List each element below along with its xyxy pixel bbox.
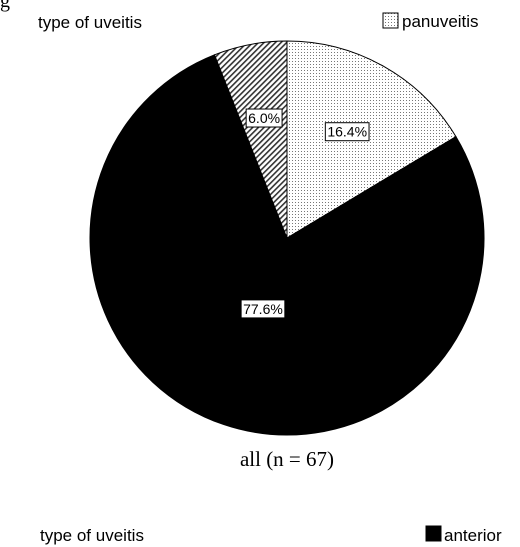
chart-2-legend: anterior: [425, 525, 502, 545]
pie-data-label-1: 16.4%: [327, 124, 367, 140]
chart-2-legend-label-anterior: anterior: [444, 526, 502, 545]
chart-1-pie: 16.4% 77.6% 6.0%: [89, 40, 485, 436]
pie-data-label-2: 77.6%: [243, 301, 283, 317]
pie-data-label-3: 6.0%: [248, 110, 280, 126]
header-fragment: g: [0, 0, 10, 12]
chart-1-subtitle: all (n = 67): [240, 447, 334, 471]
pie-slice-2: [89, 54, 485, 436]
pie-slice-3: [213, 40, 288, 239]
chart-1-legend: panuveitis: [382, 12, 479, 31]
chart-1: type of uveitis panuveitis 16.4% 77.6% 6.0…: [38, 12, 485, 471]
pie-data-label-box-1: [324, 122, 370, 142]
chart-2-legend-swatch-anterior: [425, 525, 442, 542]
pie-slice-1: [286, 40, 457, 239]
pie-data-label-box-2: [240, 299, 286, 319]
chart-1-legend-swatch-panuveitis: [382, 12, 399, 29]
pie-data-label-box-3: [245, 108, 283, 128]
chart-1-legend-label-panuveitis: panuveitis: [402, 12, 479, 31]
chart-2: type of uveitis anterior: [40, 525, 502, 545]
chart-2-title: type of uveitis: [40, 526, 144, 545]
chart-1-title: type of uveitis: [38, 13, 142, 32]
